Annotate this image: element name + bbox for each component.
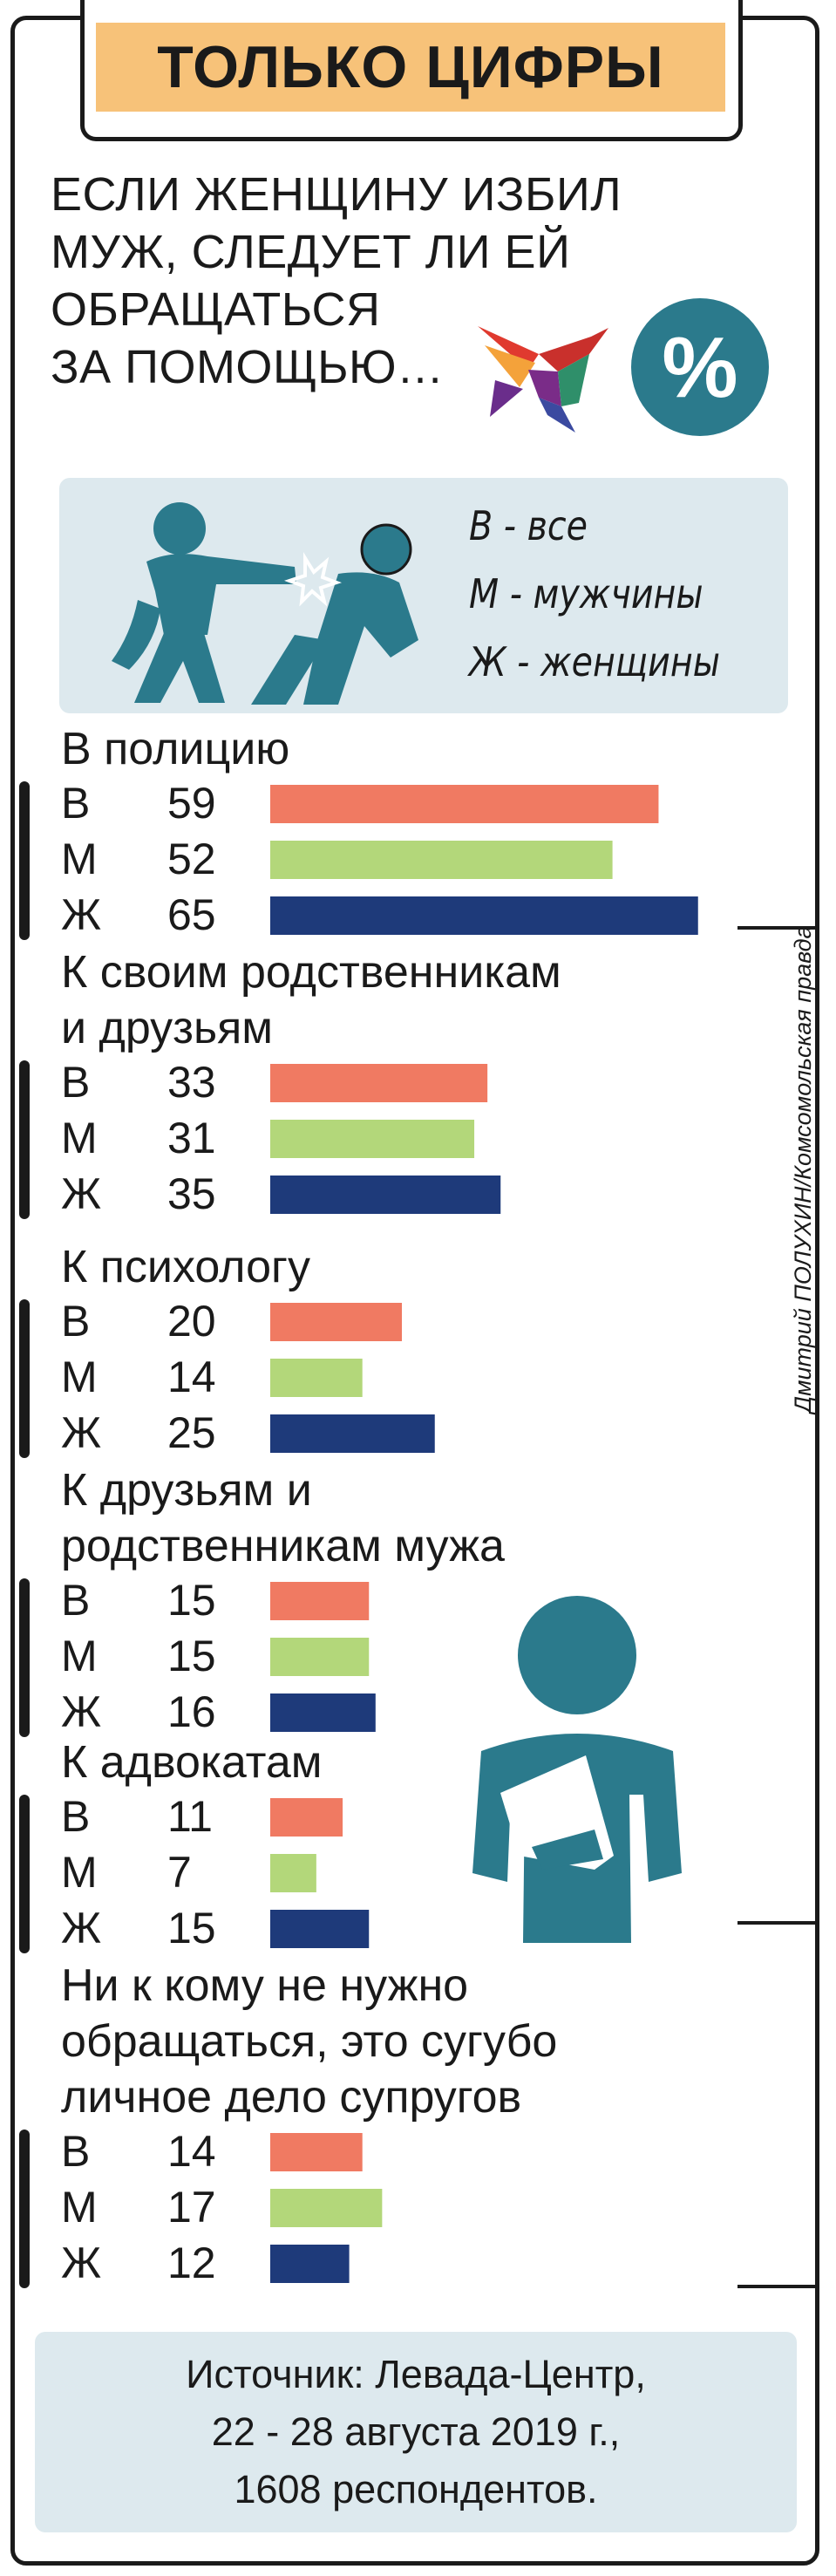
value-label: 33	[167, 1058, 216, 1107]
group-title: К своим родственникам	[61, 947, 561, 998]
question-line: ОБРАЩАТЬСЯ	[51, 283, 381, 336]
bar	[270, 1693, 376, 1732]
group-title: личное дело супругов	[61, 2072, 521, 2123]
source-line: Источник: Левада-Центр,	[186, 2352, 646, 2396]
value-label: 15	[167, 1576, 216, 1625]
group-title: и друзьям	[61, 1003, 273, 1053]
bar	[270, 2245, 350, 2283]
legend-item-men: М - мужчины	[469, 570, 703, 617]
value-label: 7	[167, 1848, 192, 1897]
percent-badge-icon: %	[631, 298, 769, 436]
value-label: 15	[167, 1632, 216, 1680]
legend-item-women: Ж - женщины	[469, 638, 720, 685]
value-label: 14	[167, 2127, 216, 2176]
bar	[270, 896, 698, 935]
question-line: ЗА ПОМОЩЬЮ…	[51, 341, 445, 393]
bar	[270, 1303, 402, 1341]
row-label: Ж	[61, 1687, 101, 1736]
bar	[270, 1638, 370, 1676]
photo-credit: Дмитрий ПОЛУХИН/Комсомольская правда	[790, 925, 816, 1413]
bar	[270, 1910, 370, 1948]
bar	[270, 1064, 488, 1102]
group-marker	[19, 1060, 30, 1219]
header-title: ТОЛЬКО ЦИФРЫ	[96, 23, 725, 112]
bar	[270, 1120, 475, 1158]
value-label: 14	[167, 1353, 216, 1401]
bar	[270, 1359, 363, 1397]
bar	[270, 1582, 370, 1620]
value-label: 20	[167, 1297, 216, 1346]
row-label: Ж	[61, 1904, 101, 1952]
group-title: К друзьям и	[61, 1465, 312, 1516]
question-text: ЕСЛИ ЖЕНЩИНУ ИЗБИЛ МУЖ, СЛЕДУЕТ ЛИ ЕЙ ОБ…	[51, 166, 713, 396]
bar	[270, 1854, 316, 1892]
group-marker	[19, 1795, 30, 1953]
row-label: Ж	[61, 2239, 101, 2287]
group-title: К адвокатам	[61, 1737, 323, 1788]
group-title: Ни к кому не нужно	[61, 1960, 468, 2011]
row-label: М	[61, 1848, 98, 1897]
group-marker	[19, 781, 30, 940]
row-label: М	[61, 835, 98, 883]
injured-person-icon	[472, 1596, 682, 1943]
row-label: В	[61, 2127, 90, 2176]
bar	[270, 2133, 363, 2171]
value-label: 52	[167, 835, 216, 883]
row-label: В	[61, 779, 90, 828]
legend-panel: В - все М - мужчины Ж - женщины	[59, 478, 788, 713]
bird-logo-icon	[478, 326, 608, 433]
bar	[270, 1176, 501, 1214]
value-label: 15	[167, 1904, 216, 1952]
group-title: К психологу	[61, 1242, 310, 1292]
row-label: Ж	[61, 1169, 101, 1218]
bar	[270, 2189, 383, 2227]
row-label: М	[61, 2183, 98, 2232]
row-label: Ж	[61, 1408, 101, 1457]
group-title: родственникам мужа	[61, 1521, 505, 1571]
value-label: 31	[167, 1114, 216, 1162]
group-title: В полицию	[61, 724, 289, 774]
row-label: М	[61, 1114, 98, 1162]
value-label: 59	[167, 779, 216, 828]
row-label: В	[61, 1576, 90, 1625]
legend-item-all: В - все	[469, 502, 588, 549]
row-label: М	[61, 1353, 98, 1401]
source-line: 1608 респондентов.	[234, 2467, 598, 2511]
value-label: 25	[167, 1408, 216, 1457]
row-label: В	[61, 1297, 90, 1346]
question-line: ЕСЛИ ЖЕНЩИНУ ИЗБИЛ	[51, 168, 622, 221]
bar	[270, 841, 613, 879]
value-label: 11	[167, 1792, 213, 1841]
value-label: 17	[167, 2183, 216, 2232]
row-label: В	[61, 1058, 90, 1107]
source-panel: Источник: Левада-Центр, 22 - 28 августа …	[35, 2332, 797, 2532]
bar	[270, 1798, 343, 1837]
row-label: В	[61, 1792, 90, 1841]
value-label: 16	[167, 1687, 216, 1736]
question-line: МУЖ, СЛЕДУЕТ ЛИ ЕЙ	[51, 226, 571, 278]
value-label: 65	[167, 890, 216, 939]
group-marker	[19, 1299, 30, 1458]
row-label: М	[61, 1632, 98, 1680]
group-marker	[19, 1578, 30, 1737]
value-label: 12	[167, 2239, 216, 2287]
domestic-violence-illustration-icon	[112, 502, 418, 705]
bar	[270, 785, 659, 823]
row-label: Ж	[61, 890, 101, 939]
value-label: 35	[167, 1169, 216, 1218]
group-title: обращаться, это сугубо	[61, 2016, 557, 2067]
group-marker	[19, 2130, 30, 2288]
source-line: 22 - 28 августа 2019 г.,	[211, 2409, 621, 2454]
bar	[270, 1414, 435, 1453]
